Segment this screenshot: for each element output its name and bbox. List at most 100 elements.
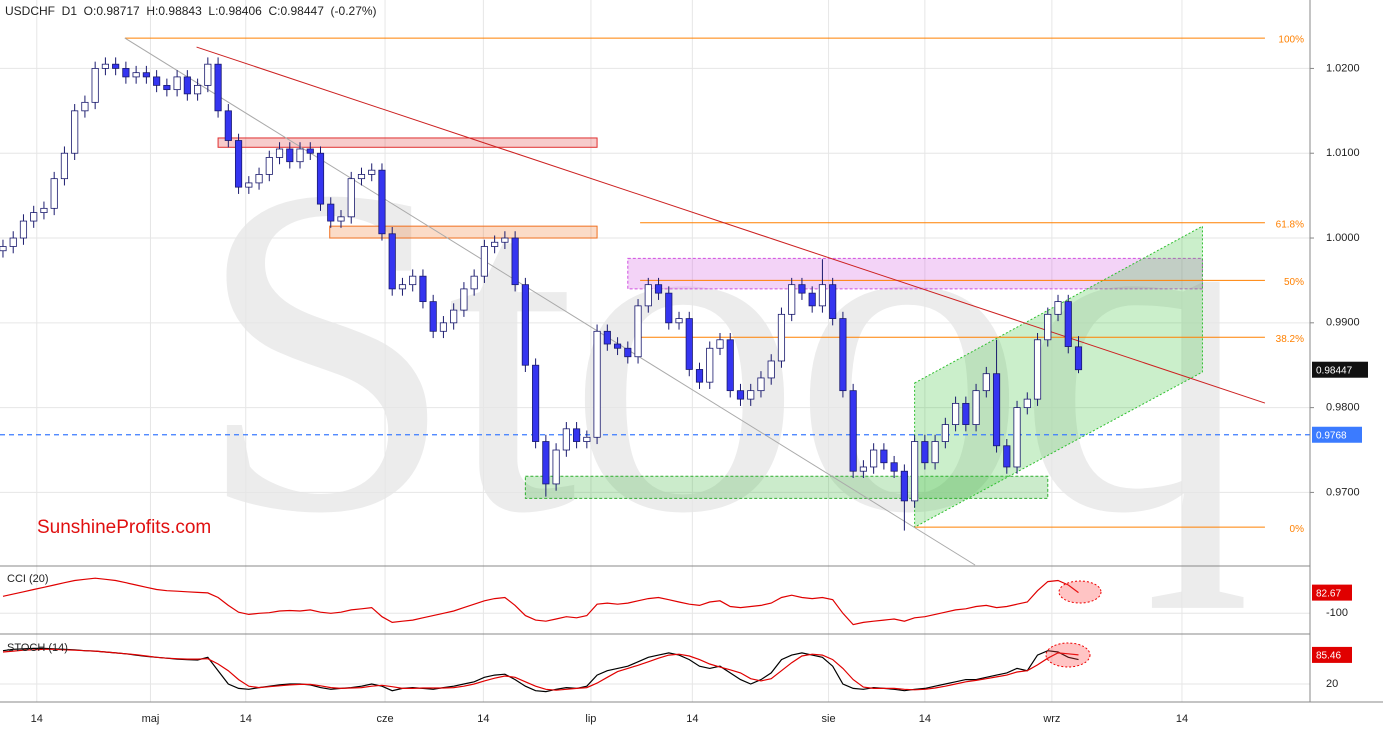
value-label-box	[1312, 584, 1352, 601]
candle-body	[593, 330, 601, 438]
candle-body	[30, 212, 38, 222]
fib-label: 0%	[1290, 524, 1305, 535]
candle-body	[532, 364, 540, 442]
candle-body	[583, 436, 591, 442]
value-label: 85.46	[1316, 651, 1341, 662]
background-layer: Stooq	[0, 0, 1310, 702]
candle-body	[429, 301, 437, 332]
candle-body	[962, 402, 970, 425]
candle-body	[234, 140, 243, 188]
candle-body	[921, 441, 929, 464]
candle-body	[603, 330, 611, 345]
value-label: 82.67	[1316, 588, 1341, 599]
candle-body	[562, 428, 570, 451]
candle-body	[1074, 346, 1083, 371]
candle-body	[890, 462, 898, 472]
candle-body	[552, 449, 560, 485]
fib-label: 61.8%	[1276, 219, 1304, 230]
x-tick-label: 14	[919, 713, 931, 725]
plot-layer	[0, 57, 1083, 693]
x-tick-label: 14	[31, 713, 43, 725]
candle-body	[470, 275, 478, 290]
candle-body	[50, 178, 58, 209]
candle-body	[388, 233, 396, 290]
candle-body	[798, 284, 806, 294]
candle-body	[0, 246, 7, 252]
candle-body	[644, 284, 652, 307]
candle-body	[316, 152, 325, 205]
panel-title: CCI (20)	[7, 573, 49, 585]
candle-body	[685, 318, 693, 370]
candle-body	[357, 174, 366, 180]
candle-body	[275, 148, 284, 158]
header: USDCHF D1 O:0.98717 H:0.98843 L:0.98406 …	[5, 4, 377, 18]
y-tick-label: 1.0100	[1326, 147, 1360, 159]
candle-body	[613, 343, 622, 349]
candle-body	[255, 174, 263, 184]
y-tick-label: 0.9900	[1326, 317, 1360, 329]
candle-body	[654, 284, 663, 294]
candle-body	[1033, 339, 1042, 400]
candle-body	[747, 390, 755, 400]
candle-body	[808, 292, 816, 307]
indicator-line	[2, 577, 1079, 626]
x-tick-label: 14	[686, 713, 698, 725]
candle-body	[859, 466, 867, 472]
candle-body	[153, 76, 161, 86]
candle-body	[224, 110, 232, 141]
candle-body	[788, 284, 796, 315]
candle-body	[419, 275, 427, 303]
candle-body	[736, 390, 745, 400]
x-tick-label: 14	[477, 713, 489, 725]
candle-body	[521, 284, 529, 366]
highlight-ellipse	[1058, 580, 1102, 604]
x-tick-label: cze	[376, 713, 393, 725]
y-tick-label: -100	[1326, 607, 1348, 619]
candle-body	[1003, 445, 1011, 468]
x-tick-label: 14	[1176, 713, 1188, 725]
price-label: 0.9768	[1316, 430, 1347, 441]
candle-body	[439, 322, 448, 332]
candle-body	[757, 377, 765, 392]
candle-body	[491, 241, 499, 247]
candle-body	[665, 292, 673, 324]
candle-body	[931, 441, 939, 464]
trendline	[196, 46, 1266, 404]
candle-body	[726, 339, 734, 392]
candle-body	[900, 470, 908, 502]
last-price-label: 0.98447	[1316, 365, 1353, 376]
x-tick-label: maj	[142, 713, 160, 725]
value-label-box	[1312, 646, 1352, 663]
fib-label: 100%	[1278, 35, 1304, 46]
candle-body	[101, 63, 109, 69]
candle-body	[1023, 398, 1031, 409]
candle-body	[634, 305, 642, 358]
candle-body	[982, 373, 990, 392]
candle-body	[163, 84, 171, 91]
candle-body	[716, 339, 724, 349]
candle-body	[142, 72, 150, 78]
candle-body	[286, 148, 294, 163]
candle-body	[829, 284, 837, 319]
trendline	[124, 37, 976, 566]
candle-body	[839, 318, 847, 392]
candle-body	[573, 428, 581, 442]
candle-body	[1064, 301, 1072, 347]
candle-body	[398, 284, 407, 290]
candle-body	[1013, 407, 1021, 468]
fib-label: 50%	[1284, 277, 1304, 288]
candle-body	[1054, 301, 1062, 315]
candle-body	[870, 449, 878, 468]
candle-body	[71, 110, 79, 154]
candle-body	[9, 237, 17, 247]
candle-body	[183, 76, 191, 95]
fib-label: 38.2%	[1276, 334, 1304, 345]
candle-body	[214, 63, 222, 112]
candle-body	[40, 207, 48, 213]
y-tick-label: 1.0200	[1326, 62, 1360, 74]
candle-body	[368, 169, 376, 175]
panel-title: STOCH (14)	[7, 642, 68, 654]
candle-body	[992, 373, 1001, 447]
candle-body	[952, 402, 960, 425]
